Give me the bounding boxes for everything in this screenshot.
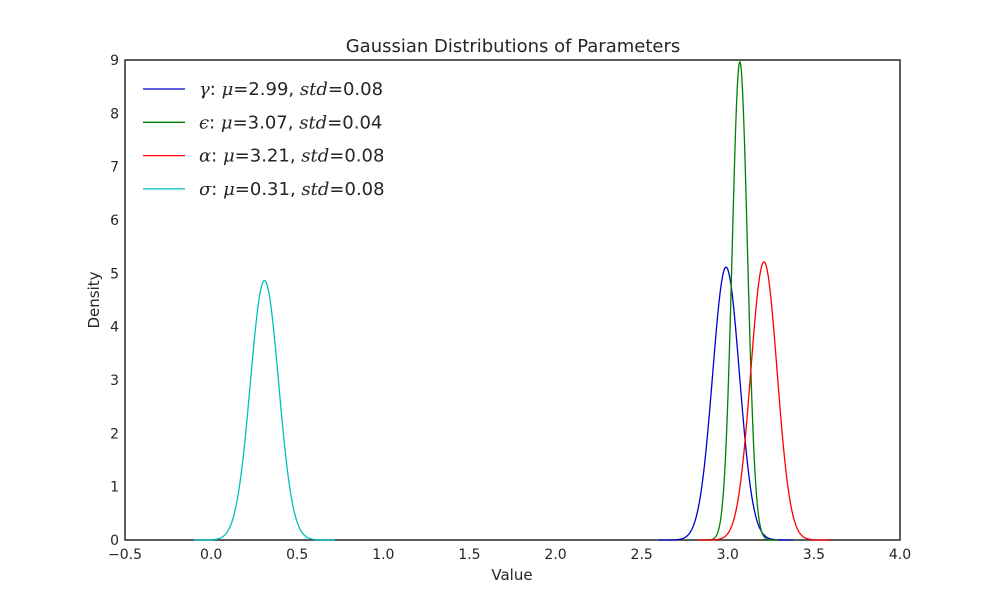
x-axis: −0.5 0.0 0.5 1.0 1.5 2.0 2.5 3.0 3.5 4.0 (108, 547, 911, 563)
y-tick-label: 9 (110, 53, 119, 69)
x-tick-label: 2.0 (544, 547, 566, 563)
x-tick-label: 1.0 (372, 547, 394, 563)
y-axis-label: Density (85, 271, 103, 328)
x-tick-label: 3.0 (717, 547, 739, 563)
y-tick-label: 3 (110, 373, 119, 389)
x-axis-label: Value (491, 566, 532, 584)
x-tick-label: 1.5 (458, 547, 480, 563)
x-tick-label: 3.5 (803, 547, 825, 563)
x-tick-label: 4.0 (889, 547, 911, 563)
y-tick-label: 5 (110, 266, 119, 282)
y-tick-label: 1 (110, 480, 119, 496)
legend-entry-3: σ: μ=0.31, std=0.08 (199, 179, 385, 200)
y-axis: 0 1 2 3 4 5 6 7 8 9 (110, 53, 119, 549)
legend-entry-0: γ: μ=2.99, std=0.08 (199, 79, 383, 100)
x-tick-label: 0.5 (286, 547, 308, 563)
x-tick-label: 0.0 (200, 547, 222, 563)
y-tick-label: 7 (110, 160, 119, 176)
y-tick-label: 0 (110, 533, 119, 549)
y-tick-label: 2 (110, 426, 119, 442)
chart-title: Gaussian Distributions of Parameters (346, 36, 681, 57)
x-tick-label: −0.5 (108, 547, 142, 563)
series-line-2 (698, 261, 830, 541)
legend-entry-1: ϵ: μ=3.07, std=0.04 (199, 112, 382, 133)
series-layer (193, 60, 830, 541)
x-tick-label: 2.5 (631, 547, 653, 563)
y-tick-label: 6 (110, 213, 119, 229)
plot-frame (124, 59, 901, 541)
legend: γ: μ=2.99, std=0.08 ϵ: μ=3.07, std=0.04 α:… (143, 79, 385, 200)
series-line-3 (193, 279, 336, 541)
y-tick-label: 4 (110, 320, 119, 336)
plot-area (124, 59, 901, 541)
legend-entry-2: α: μ=3.21, std=0.08 (199, 146, 384, 167)
series-line-1 (701, 60, 779, 541)
series-line-0 (658, 266, 794, 541)
y-tick-label: 8 (110, 106, 119, 122)
